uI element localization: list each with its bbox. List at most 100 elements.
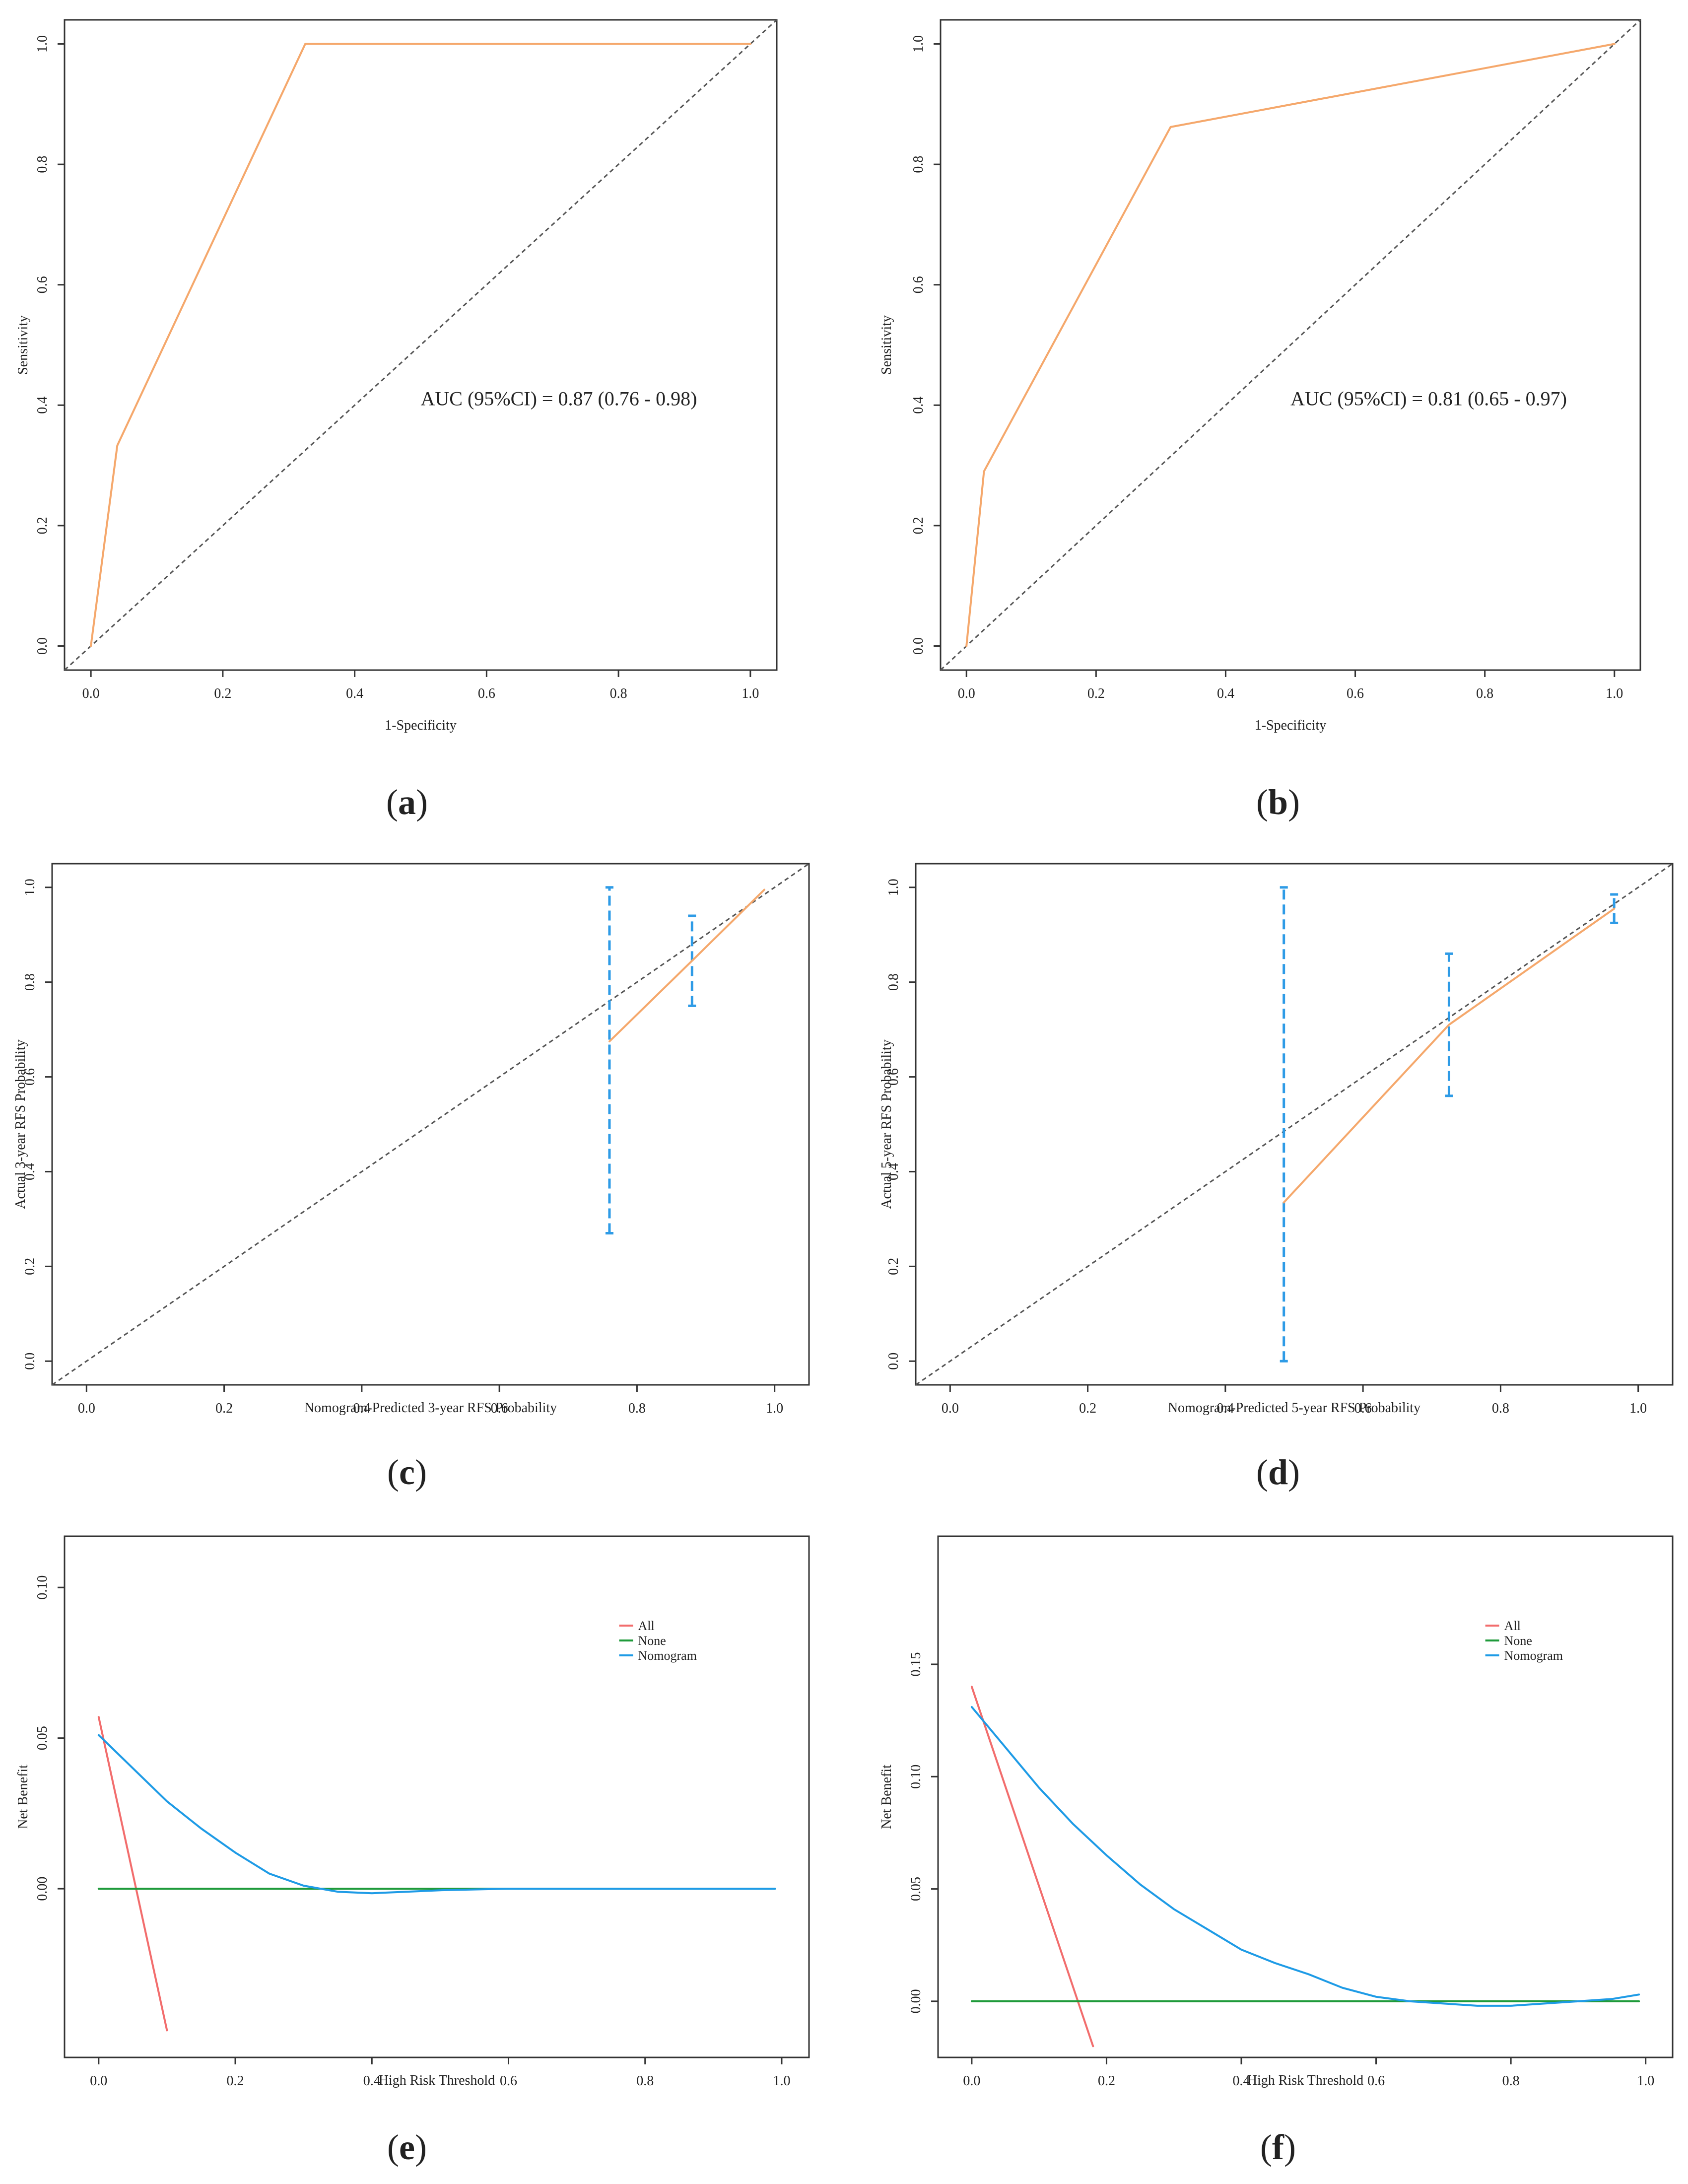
y-tick-label: 0.4 [22,1163,38,1180]
series-line-all [970,1686,1094,2048]
x-tick-label: 0.8 [610,686,627,701]
y-tick-label: 0.8 [35,156,50,173]
reference-diagonal [915,863,1673,1386]
x-axis-label: Nomogram-Predicted 3-year RFS Probabilit… [304,1400,557,1416]
x-tick-label: 1.0 [1606,686,1623,701]
plot-frame [64,1535,810,2058]
y-tick-label: 0.4 [911,397,926,414]
reference-diagonal [52,863,810,1386]
x-tick-label: 0.6 [1347,686,1364,701]
y-tick-label: 0.05 [35,1726,50,1750]
x-tick-label: 0.8 [628,1401,646,1416]
series-line-nomogram [970,1706,1640,2007]
x-tick-label: 0.0 [82,686,100,701]
x-tick-label: 0.6 [478,686,495,701]
x-axis-label: Nomogram-Predicted 5-year RFS Probabilit… [1168,1400,1420,1416]
x-tick-label: 0.4 [1233,2073,1250,2089]
y-tick-label: 0.0 [22,1353,38,1370]
y-tick-label: 0.8 [911,156,926,173]
x-tick-label: 1.0 [1637,2073,1654,2089]
panel-label: (c) [387,1452,427,1492]
y-tick-label: 0.2 [911,517,926,534]
legend-label-all: All [1504,1619,1521,1633]
x-tick-label: 0.4 [1216,1401,1234,1416]
x-tick-label: 0.2 [214,686,231,701]
y-tick-label: 1.0 [35,35,50,53]
panel-label: (a) [386,782,428,822]
x-tick-label: 0.6 [1367,2073,1385,2089]
y-axis-label: Net Benefit [15,1765,31,1829]
series-line-roc [90,43,751,647]
x-axis-label: 1-Specificity [385,718,457,733]
series-line-calibration [608,888,765,1042]
y-axis-label: Sensitivity [879,315,894,375]
x-tick-label: 0.0 [78,1401,95,1416]
y-tick-label: 0.05 [908,1877,924,1901]
x-tick-label: 1.0 [766,1401,783,1416]
y-tick-label: 0.00 [908,1989,924,2013]
y-tick-label: 0.6 [886,1068,901,1086]
y-tick-label: 1.0 [22,879,38,896]
y-tick-label: 0.4 [886,1163,901,1180]
x-tick-label: 0.8 [1492,1401,1509,1416]
y-tick-label: 0.0 [911,637,926,655]
x-tick-label: 0.4 [346,686,363,701]
x-axis-label: 1-Specificity [1255,718,1327,733]
x-tick-label: 0.4 [363,2073,381,2089]
series-line-nomogram [97,1734,776,1895]
legend-label-nomogram: Nomogram [638,1648,697,1663]
panel-e: 0.0 0.2 0.4 0.6 0.8 1.0 0.00 0.05 0.10 High Risk … [15,1535,810,2167]
x-tick-label: 1.0 [773,2073,790,2089]
series-line-all [97,1716,168,2032]
plot-frame [940,19,1641,671]
y-tick-label: 0.2 [35,517,50,534]
y-tick-label: 0.10 [908,1765,924,1789]
legend-label-none: None [1504,1634,1532,1648]
y-axis-label: Actual 3-year RFS Probability [13,1039,28,1209]
panel-b: 0.0 0.2 0.4 0.6 0.8 1.0 0.0 0.2 0.4 0.6 0.8 1.0 1-Sp… [879,19,1641,822]
y-tick-label: 0.0 [35,637,50,655]
panel-d: 0.0 0.2 0.4 0.6 0.8 1.0 0.0 0.2 0.4 0.6 0.8 1.0 Nomo… [879,863,1674,1492]
y-tick-label: 0.6 [35,276,50,293]
reference-diagonal [64,19,778,671]
y-tick-label: 1.0 [911,35,926,53]
panel-f: 0.0 0.2 0.4 0.6 0.8 1.0 0.00 0.05 0.10 0.15 High R… [879,1535,1674,2167]
panel-label: (f) [1260,2127,1296,2167]
x-tick-label: 0.0 [90,2073,107,2089]
y-axis-label: Sensitivity [15,315,31,375]
x-tick-label: 1.0 [742,686,759,701]
legend-label-all: All [638,1619,655,1633]
plot-frame [51,863,810,1386]
panel-label: (b) [1256,782,1300,822]
y-tick-label: 0.6 [911,276,926,293]
x-tick-label: 0.2 [1087,686,1105,701]
legend-label-none: None [638,1634,666,1648]
y-tick-label: 0.8 [22,973,38,991]
series-line-calibration [1283,907,1616,1204]
x-tick-label: 1.0 [1629,1401,1647,1416]
y-tick-label: 0.4 [35,397,50,414]
y-tick-label: 0.15 [908,1652,924,1676]
x-tick-label: 0.8 [1502,2073,1520,2089]
y-axis-label: Actual 5-year RFS Probability [879,1039,894,1209]
x-tick-label: 0.4 [353,1401,370,1416]
x-axis-label: High Risk Threshold [379,2073,495,2088]
y-tick-label: 0.00 [35,1877,50,1901]
plot-frame [64,19,778,671]
y-tick-label: 0.8 [886,973,901,991]
auc-annotation: AUC (95%CI) = 0.87 (0.76 - 0.98) [421,387,697,410]
y-tick-label: 0.2 [886,1258,901,1275]
x-tick-label: 0.0 [942,1401,959,1416]
plot-frame [937,1535,1674,2058]
x-tick-label: 0.8 [1476,686,1493,701]
y-tick-label: 0.10 [35,1575,50,1600]
x-tick-label: 0.6 [1354,1401,1372,1416]
panel-label: (e) [387,2127,427,2167]
x-tick-label: 0.6 [491,1401,508,1416]
y-tick-label: 0.0 [886,1353,901,1370]
reference-diagonal [940,19,1641,671]
x-tick-label: 0.0 [963,2073,980,2089]
x-tick-label: 0.4 [1217,686,1234,701]
series-line-roc [965,43,1616,647]
